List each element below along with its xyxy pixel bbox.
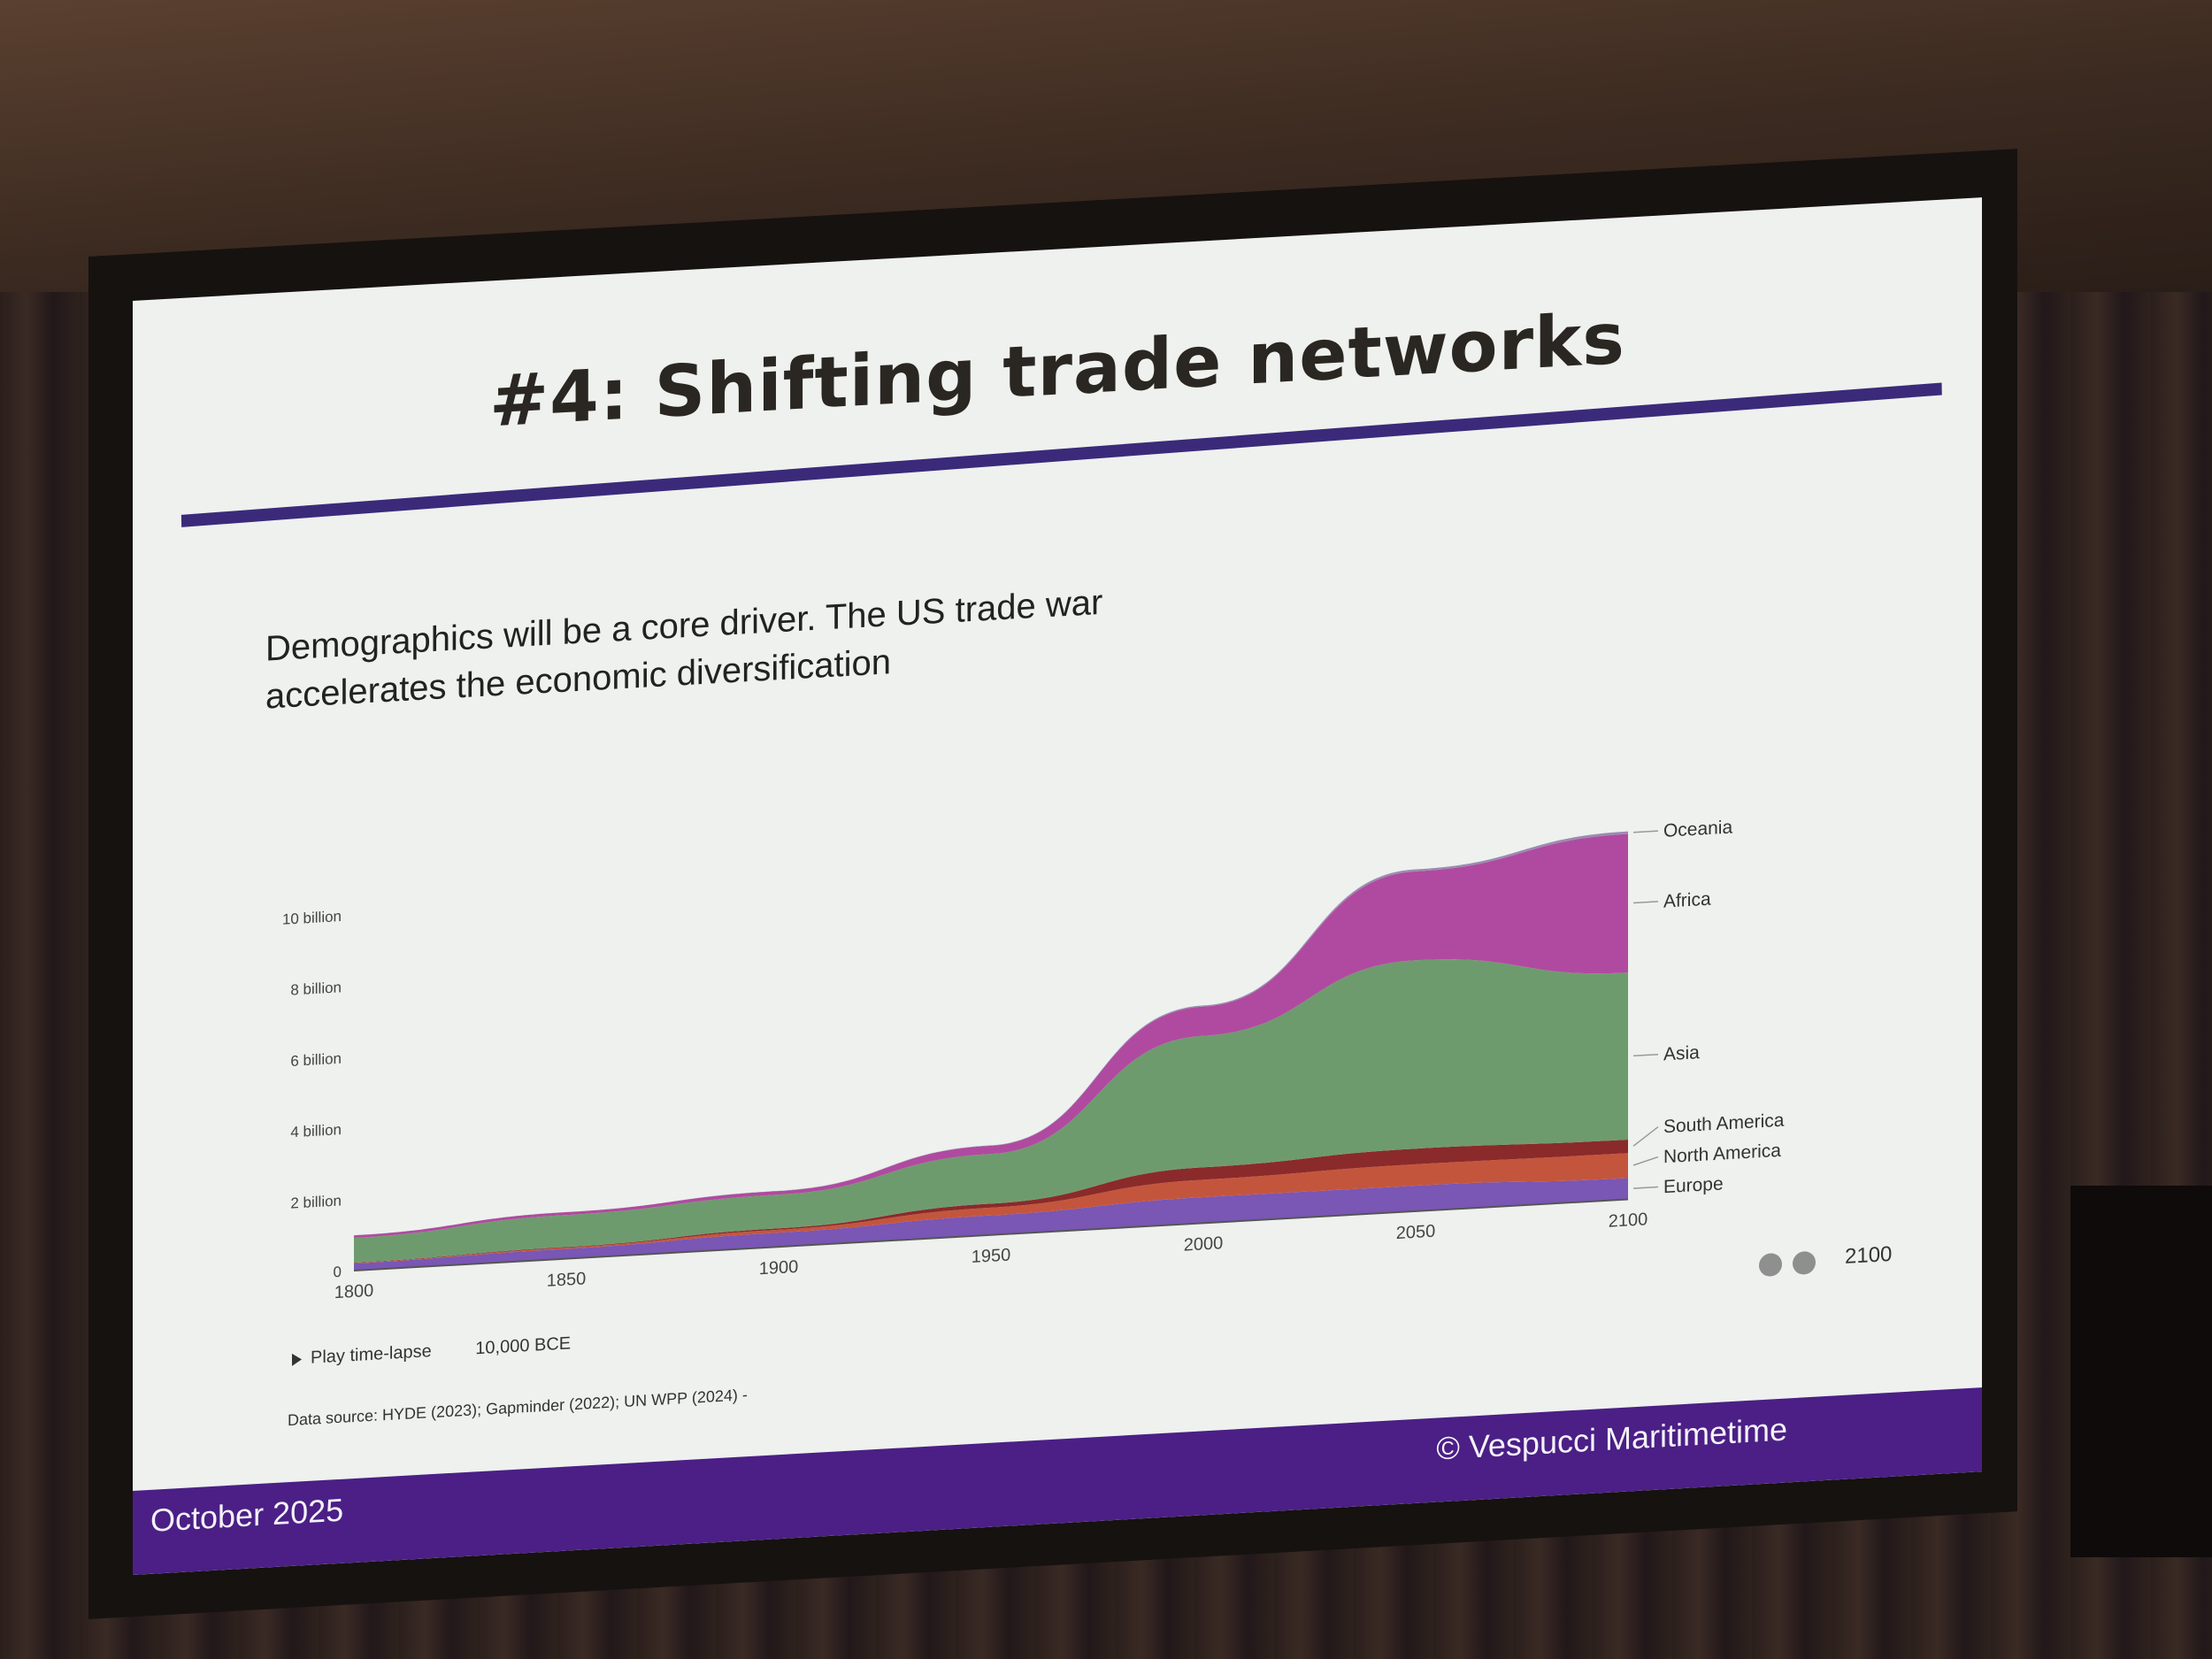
x-tick-label: 1850 — [547, 1269, 586, 1290]
footer-copyright: © Vespucci Maritimetime — [1436, 1410, 1787, 1467]
x-tick-label: 1800 — [334, 1281, 373, 1302]
legend-leader — [1632, 1125, 1659, 1147]
chart-areas — [354, 831, 1628, 1271]
x-tick-label: 1900 — [759, 1257, 798, 1279]
y-tick-label: 10 billion — [282, 908, 342, 928]
legend-label-south-america[interactable]: South America — [1663, 1110, 1785, 1138]
x-tick-label: 1950 — [972, 1246, 1010, 1267]
timeline-start-handle[interactable] — [1759, 1252, 1782, 1278]
slide-title: #4: Shifting trade networks — [489, 296, 1625, 443]
timeline-end-label: 2100 — [1845, 1241, 1893, 1269]
speaker — [2070, 1186, 2212, 1557]
x-axis: 1800 1850 1900 1950 2000 2050 2100 — [334, 1198, 1647, 1302]
area-south-america — [354, 1140, 1628, 1263]
x-tick-label: 2100 — [1609, 1210, 1647, 1231]
population-area-chart: 0 2 billion 4 billion 6 billion 8 billion 10 … — [282, 817, 1785, 1302]
y-tick-label: 2 billion — [290, 1192, 342, 1211]
chart-legend: Europe North America South America Asia Afri… — [1632, 817, 1785, 1197]
legend-label-oceania[interactable]: Oceania — [1663, 817, 1732, 841]
legend-leader — [1632, 1156, 1659, 1166]
legend-leader — [1633, 1186, 1658, 1189]
legend-label-europe[interactable]: Europe — [1663, 1173, 1724, 1197]
y-axis: 0 2 billion 4 billion 6 billion 8 billion 10 … — [282, 908, 342, 1281]
area-north-america — [354, 1153, 1628, 1263]
x-tick-label: 2050 — [1396, 1222, 1435, 1243]
y-tick-label: 4 billion — [290, 1121, 342, 1141]
legend-leader — [1633, 1053, 1658, 1057]
play-icon — [292, 1353, 302, 1366]
y-tick-label: 8 billion — [290, 979, 342, 998]
area-asia — [354, 959, 1628, 1263]
legend-leader — [1633, 830, 1658, 833]
legend-label-north-america[interactable]: North America — [1663, 1141, 1781, 1167]
presentation-slide: #4: Shifting trade networks Demographics… — [133, 197, 1982, 1575]
y-tick-label: 0 — [334, 1263, 342, 1281]
timeline-end-handle[interactable] — [1793, 1250, 1816, 1276]
data-source: Data source: HYDE (2023); Gapminder (202… — [288, 1386, 748, 1430]
area-europe — [354, 1178, 1628, 1271]
x-axis-line — [354, 1198, 1628, 1272]
legend-label-africa[interactable]: Africa — [1663, 889, 1711, 912]
area-africa — [354, 833, 1628, 1239]
footer-date: October 2025 — [150, 1491, 344, 1539]
legend-leader — [1633, 901, 1658, 904]
slide-subtitle: Demographics will be a core driver. The … — [265, 576, 1150, 721]
legend-label-asia[interactable]: Asia — [1663, 1042, 1700, 1064]
x-tick-label: 2000 — [1184, 1233, 1223, 1255]
timeline-start-label: 10,000 BCE — [475, 1333, 572, 1359]
y-tick-label: 6 billion — [290, 1050, 342, 1070]
